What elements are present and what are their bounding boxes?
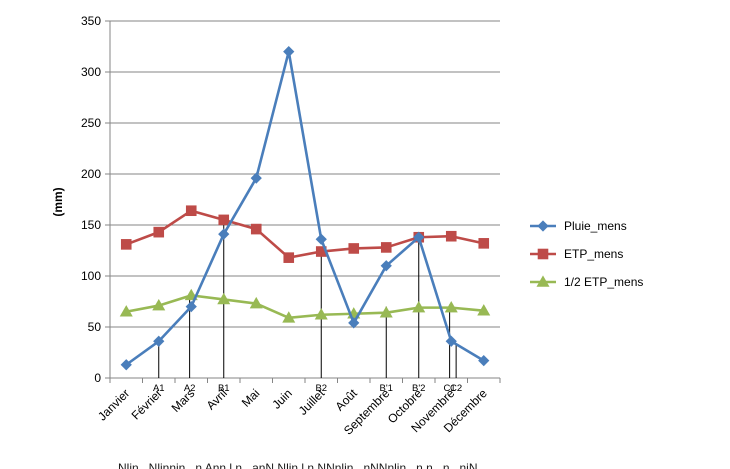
gridlines <box>110 20 500 328</box>
data-point <box>282 311 296 323</box>
series <box>119 45 491 371</box>
data-point <box>478 355 490 367</box>
data-point <box>120 239 132 250</box>
bottom-caption: Nlin...Nlinnin...n Ann.l.n...anN.Nlin.l.… <box>118 461 478 469</box>
y-tick-label: 200 <box>81 167 101 181</box>
data-point <box>380 242 392 253</box>
data-point <box>412 301 426 313</box>
data-point <box>478 238 490 249</box>
data-point <box>445 335 457 347</box>
data-point <box>185 300 197 313</box>
annotation-label: B1 <box>218 383 230 394</box>
data-point <box>218 228 230 240</box>
annotation-label: A1 <box>153 383 165 394</box>
data-point <box>119 305 133 317</box>
legend: Pluie_mens ETP_mens 1/2 ETP_mens <box>530 219 643 289</box>
x-tick-label: Février <box>129 386 165 422</box>
data-point <box>250 172 262 184</box>
y-tick-label: 50 <box>88 320 102 334</box>
y-tick-label: 150 <box>81 218 101 232</box>
data-point <box>152 298 166 311</box>
series-line <box>126 294 484 320</box>
x-tick-label: Mai <box>239 386 263 410</box>
data-point <box>185 205 197 217</box>
data-point <box>444 301 458 313</box>
data-point <box>314 308 328 320</box>
legend-marker <box>537 248 549 260</box>
data-point <box>218 214 230 226</box>
data-point <box>153 335 165 347</box>
legend-marker <box>536 275 550 287</box>
y-axis-label: (mm) <box>51 187 65 216</box>
annotation-label: C1 <box>444 383 456 394</box>
y-tick-label: 350 <box>81 14 101 28</box>
data-point <box>250 223 262 235</box>
legend-label: ETP_mens <box>564 247 623 261</box>
data-point <box>120 359 132 371</box>
annotation-label: C2 <box>450 383 462 394</box>
legend-label: Pluie_mens <box>564 219 627 233</box>
data-point <box>380 260 392 272</box>
data-point <box>249 296 263 309</box>
data-point <box>413 231 425 243</box>
x-tick-label: Août <box>333 386 361 414</box>
y-tick-label: 0 <box>94 371 101 385</box>
data-point <box>348 317 360 329</box>
data-point <box>445 230 457 242</box>
data-point <box>477 304 491 316</box>
y-tick-label: 300 <box>81 65 101 79</box>
annotation-label: B2 <box>315 383 327 394</box>
data-point <box>283 252 295 263</box>
data-point <box>153 226 165 238</box>
data-point <box>283 45 295 58</box>
annotation-label: B'1 <box>380 383 393 394</box>
x-tick-label: Janvier <box>95 386 132 423</box>
axes: 0 50 100 150 200 250 300 350 <box>81 14 501 385</box>
legend-label: 1/2 ETP_mens <box>564 275 643 289</box>
data-point <box>217 292 231 305</box>
annotation-label: B'2 <box>412 383 425 394</box>
y-tick-label: 100 <box>81 269 101 283</box>
series-line <box>125 209 485 259</box>
data-point <box>348 243 360 254</box>
data-point <box>379 306 393 318</box>
annotation-label: A2 <box>184 383 196 394</box>
x-tick-label: Juin <box>269 386 294 411</box>
series-line <box>125 50 485 366</box>
data-point <box>315 233 327 245</box>
y-tick-label: 250 <box>81 116 101 130</box>
legend-marker <box>537 220 549 232</box>
